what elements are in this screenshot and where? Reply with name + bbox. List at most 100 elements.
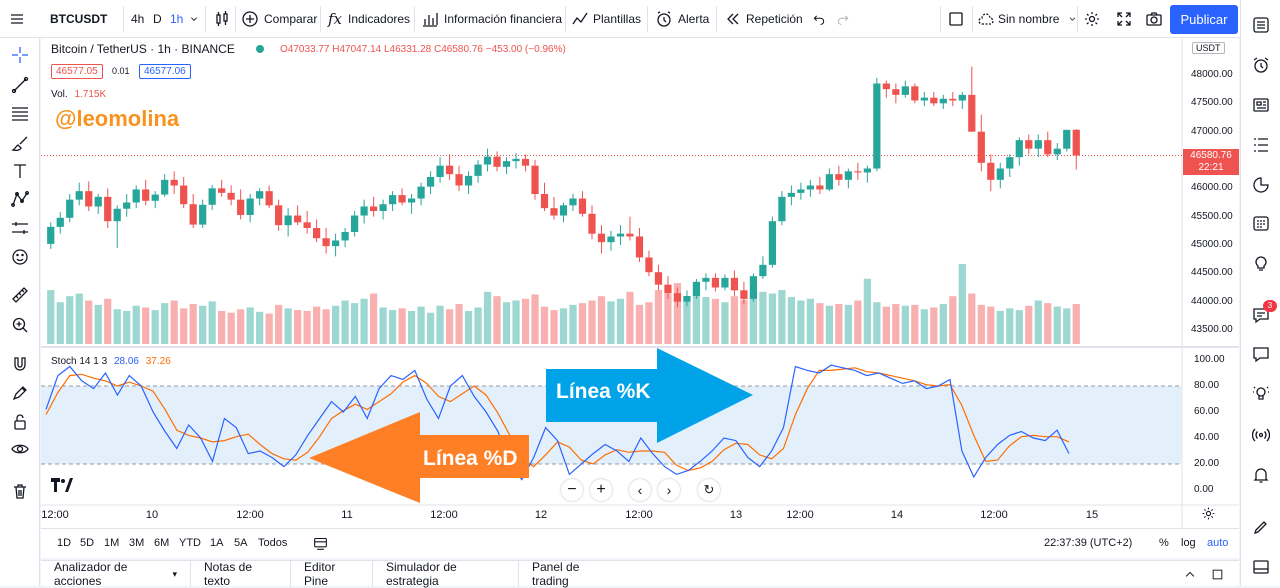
camera-icon[interactable] xyxy=(1145,0,1163,38)
brush-icon[interactable] xyxy=(9,132,31,154)
currency-label[interactable]: USDT xyxy=(1192,42,1225,54)
date-range-icon[interactable] xyxy=(313,536,328,556)
bell-icon[interactable] xyxy=(1250,464,1272,486)
time-tick-label: 12:00 xyxy=(236,509,264,521)
fullscreen-icon[interactable] xyxy=(1115,0,1133,38)
volume-bar xyxy=(987,306,995,344)
interval-1h[interactable]: 1h xyxy=(170,12,184,26)
compare-button[interactable]: Comparar xyxy=(241,0,317,38)
symbol-search[interactable]: BTCUSDT xyxy=(50,12,108,26)
volume-bar xyxy=(920,309,928,344)
ideas-stream-icon[interactable] xyxy=(1250,382,1272,404)
smiley-icon[interactable] xyxy=(9,246,31,268)
ask-price[interactable]: 46577.06 xyxy=(139,64,191,79)
time-tick-label: 11 xyxy=(341,509,353,521)
lock-icon[interactable] xyxy=(9,411,31,433)
lightbulb-icon[interactable] xyxy=(1250,252,1272,274)
tab-text-notes[interactable]: Notas de texto xyxy=(191,560,291,588)
news-icon[interactable] xyxy=(1250,94,1272,116)
volume-bar xyxy=(664,293,672,344)
scroll-right-button[interactable]: › xyxy=(658,479,680,501)
reset-chart-button[interactable]: ↻ xyxy=(698,479,720,501)
text-tool-icon[interactable] xyxy=(9,160,31,182)
menu-icon[interactable] xyxy=(8,0,26,38)
candles-icon[interactable] xyxy=(213,0,231,38)
watchlist-icon[interactable] xyxy=(1250,14,1272,36)
pattern-icon[interactable] xyxy=(9,188,31,210)
price-chart[interactable] xyxy=(41,38,1239,528)
auto-toggle[interactable]: auto xyxy=(1207,537,1229,549)
percent-toggle[interactable]: % xyxy=(1159,537,1169,549)
bid-price[interactable]: 46577.05 xyxy=(51,64,103,79)
gear-icon[interactable] xyxy=(1201,506,1216,526)
candle-body xyxy=(588,213,596,234)
volume-bar xyxy=(1006,308,1014,344)
chevron-up-icon[interactable] xyxy=(1183,567,1197,586)
pencil-lock-icon[interactable] xyxy=(9,382,31,404)
candle-body xyxy=(844,171,852,180)
tab-strategy-tester[interactable]: Simulador de estrategia xyxy=(373,560,519,588)
tab-trading-panel[interactable]: Panel de trading xyxy=(519,560,631,588)
trend-line-icon[interactable] xyxy=(9,74,31,96)
interval-d[interactable]: D xyxy=(153,12,162,26)
scroll-left-button[interactable]: ‹ xyxy=(629,479,651,501)
tab-label: Simulador de estrategia xyxy=(386,560,457,588)
redo-icon[interactable] xyxy=(836,0,850,38)
object-tree-icon[interactable] xyxy=(1250,134,1272,156)
fib-lines-icon[interactable] xyxy=(9,102,31,124)
alert-button[interactable]: Alerta xyxy=(655,0,709,38)
calendar-icon[interactable] xyxy=(1250,212,1272,234)
reset-icon: ↻ xyxy=(703,482,715,497)
zoom-in-button[interactable]: + xyxy=(590,479,612,501)
trash-icon[interactable] xyxy=(9,480,31,502)
range-button[interactable]: YTD xyxy=(179,537,201,549)
magnet-icon[interactable] xyxy=(9,353,31,375)
crosshair-icon[interactable] xyxy=(9,44,31,66)
layout-square-icon[interactable] xyxy=(947,0,965,38)
templates-button[interactable]: Plantillas xyxy=(571,0,641,38)
layout-name-dropdown[interactable]: Sin nombre xyxy=(977,0,1078,38)
help-icon[interactable] xyxy=(1250,516,1272,538)
tab-stock-screener[interactable]: Analizador de acciones ▾ xyxy=(41,560,191,588)
alarm-clock-icon[interactable] xyxy=(1250,54,1272,76)
financial-info-button[interactable]: Información financiera xyxy=(421,0,562,38)
eye-icon[interactable] xyxy=(9,438,31,460)
price-tick-label: 44000.00 xyxy=(1191,295,1233,307)
pie-chart-icon[interactable] xyxy=(1250,174,1272,196)
tradingview-logo-icon[interactable] xyxy=(51,478,73,497)
chat-bubbles-icon[interactable] xyxy=(1250,343,1272,365)
range-button[interactable]: 3M xyxy=(129,537,145,549)
volume-bar xyxy=(85,300,93,344)
volume-bar xyxy=(275,304,283,344)
ruler-icon[interactable] xyxy=(9,284,31,306)
clock-timezone[interactable]: 22:37:39 (UTC+2) xyxy=(1044,537,1133,549)
k-annotation-arrow xyxy=(546,348,753,443)
range-button[interactable]: 5D xyxy=(80,537,95,549)
range-button[interactable]: 5A xyxy=(234,537,248,549)
interval-4h[interactable]: 4h xyxy=(131,12,145,26)
zoom-out-button[interactable]: − xyxy=(561,479,583,501)
range-button[interactable]: 1D xyxy=(57,537,72,549)
chevron-down-icon[interactable] xyxy=(188,0,200,38)
time-tick-label: 13 xyxy=(729,509,743,521)
volume-bar xyxy=(303,310,311,344)
panel-icon[interactable] xyxy=(1250,556,1272,578)
range-button[interactable]: 6M xyxy=(154,537,170,549)
forecast-icon[interactable] xyxy=(9,217,31,239)
indicators-button[interactable]: fx Indicadores xyxy=(328,0,410,38)
undo-icon[interactable] xyxy=(812,0,826,38)
maximize-icon[interactable] xyxy=(1211,568,1224,586)
log-toggle[interactable]: log xyxy=(1181,537,1196,549)
stoch-tick-label: 80.00 xyxy=(1194,380,1220,391)
candle-body xyxy=(996,168,1004,180)
publish-button[interactable]: Publicar xyxy=(1170,5,1238,34)
range-button[interactable]: Todos xyxy=(258,537,288,549)
gear-icon[interactable] xyxy=(1083,0,1101,38)
range-button[interactable]: 1M xyxy=(104,537,120,549)
broadcast-icon[interactable] xyxy=(1250,424,1272,446)
replay-button[interactable]: Repetición xyxy=(724,0,803,38)
tab-pine-editor[interactable]: Editor Pine xyxy=(291,560,373,588)
zoom-in-icon[interactable] xyxy=(9,314,31,336)
range-button[interactable]: 1A xyxy=(210,537,224,549)
chart-area[interactable]: Bitcoin / TetherUS · 1h · BINANCE O47033… xyxy=(41,38,1239,528)
